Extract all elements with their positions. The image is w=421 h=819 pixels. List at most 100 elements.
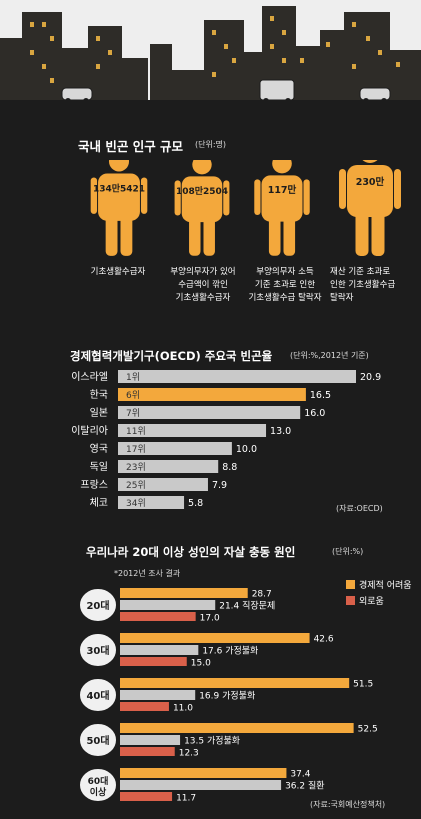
cause-value-label: 42.6 bbox=[314, 635, 334, 645]
cause-bar bbox=[120, 678, 350, 688]
cause-value-label: 17.6 가정불화 bbox=[202, 646, 258, 657]
age-group-2: 42.6 17.6 가정불화 15.0 30대 bbox=[78, 632, 334, 669]
cause-bar bbox=[120, 723, 354, 733]
age-badge bbox=[78, 722, 118, 758]
poverty-population-figures: 134만5421 108만2504 117만 230만 bbox=[90, 160, 401, 256]
cause-value-label: 11.7 bbox=[176, 794, 196, 802]
person-arm-icon bbox=[254, 179, 261, 215]
age-label: 이상 bbox=[90, 786, 107, 798]
age-badge bbox=[78, 767, 118, 801]
oecd-rank-label: 25위 bbox=[126, 480, 146, 491]
person-leg-icon bbox=[268, 215, 281, 256]
age-label: 50대 bbox=[86, 734, 109, 747]
person-head-icon bbox=[272, 160, 292, 174]
person-figure-1: 134만5421 bbox=[90, 160, 148, 256]
oecd-rank-label: 1위 bbox=[126, 372, 140, 383]
person-arm-icon bbox=[339, 169, 346, 209]
age-label: 40대 bbox=[86, 689, 109, 702]
section2-title: 경제협력개발기구(OECD) 주요국 빈곤율 bbox=[70, 349, 273, 363]
cause-value-label: 28.7 bbox=[252, 590, 272, 600]
cause-bar bbox=[120, 702, 169, 711]
oecd-rank-label: 7위 bbox=[126, 408, 140, 419]
section2-source: (자료:OECD) bbox=[336, 504, 383, 513]
person-leg-icon bbox=[355, 211, 369, 256]
person-leg-icon bbox=[120, 214, 133, 256]
person-caption-4: 재산 기준 초과로 인한 기초생활수급 탈락자 bbox=[330, 267, 396, 303]
oecd-poverty-chart: 이스라엘 1위 20.9 한국 6위 16.5 일본 7위 16.0 이탈리아 11위 13.0 영국 1… bbox=[71, 370, 381, 509]
legend-label: 경제적 어려움 bbox=[359, 579, 412, 591]
person-count-label: 108만2504 bbox=[176, 185, 228, 197]
oecd-bar bbox=[118, 424, 267, 437]
oecd-rank-label: 34위 bbox=[126, 498, 146, 509]
oecd-country-label: 영국 bbox=[90, 443, 108, 455]
age-group-1: 28.721.4 직장문제 17.0 20대 bbox=[78, 587, 275, 624]
cause-bar bbox=[120, 735, 181, 745]
cause-value-label: 36.2 질환 bbox=[285, 780, 324, 792]
oecd-bar bbox=[118, 370, 356, 383]
cause-bar bbox=[120, 657, 187, 666]
oecd-value-label: 7.9 bbox=[212, 480, 227, 491]
person-leg-icon bbox=[283, 215, 296, 256]
cause-value-label: 17.0 bbox=[200, 614, 220, 624]
oecd-bar bbox=[118, 406, 301, 419]
person-caption-1: 기초생활수급자 bbox=[90, 267, 146, 277]
age-label: 30대 bbox=[86, 644, 109, 657]
section3-unit: (단위:%) bbox=[332, 547, 364, 556]
cause-value-label: 12.3 bbox=[179, 749, 199, 759]
cause-value-label: 37.4 bbox=[290, 770, 310, 780]
person-leg-icon bbox=[105, 214, 118, 256]
cause-value-label: 52.5 bbox=[358, 725, 378, 735]
person-head-icon bbox=[192, 160, 212, 175]
cause-bar bbox=[120, 633, 310, 643]
age-group-4: 52.5 13.5 가정불화 12.3 50대 bbox=[78, 722, 378, 759]
oecd-bar bbox=[118, 478, 208, 491]
cause-bar bbox=[120, 600, 216, 610]
cause-value-label: 13.5 가정불화 bbox=[184, 736, 240, 747]
oecd-country-label: 한국 bbox=[90, 389, 108, 401]
oecd-value-label: 10.0 bbox=[236, 444, 257, 455]
oecd-country-label: 이스라엘 bbox=[71, 370, 108, 383]
section3-title: 우리나라 20대 이상 성인의 자살 충동 원인 bbox=[86, 545, 296, 559]
cause-bar bbox=[120, 792, 173, 801]
legend-swatch bbox=[346, 596, 355, 605]
oecd-country-label: 이탈리아 bbox=[71, 424, 108, 437]
legend-label: 외로움 bbox=[359, 595, 384, 607]
person-leg-icon bbox=[203, 216, 215, 256]
age-label: 20대 bbox=[86, 599, 109, 612]
person-caption-2: 부양의무자가 있어 수급액이 깎인 기초생활수급자 bbox=[170, 267, 236, 303]
oecd-value-label: 13.0 bbox=[270, 426, 291, 437]
person-body-icon bbox=[347, 165, 393, 217]
suicide-impulse-causes-chart: 28.721.4 직장문제 17.0 20대 42.6 17.6 가정불화 15.0 30대… bbox=[78, 579, 412, 802]
oecd-value-label: 8.8 bbox=[222, 462, 237, 473]
person-body-icon bbox=[181, 176, 223, 223]
cause-bar bbox=[120, 588, 248, 598]
cause-bar bbox=[120, 747, 175, 756]
section1-unit: (단위:명) bbox=[195, 140, 227, 149]
section2-unit: (단위:%,2012년 기준) bbox=[290, 351, 369, 360]
age-label: 60대 bbox=[88, 775, 109, 787]
section3-note: *2012년 조사 결과 bbox=[114, 569, 181, 578]
oecd-value-label: 20.9 bbox=[360, 372, 381, 383]
city-skyline-illustration bbox=[0, 0, 421, 120]
oecd-country-label: 프랑스 bbox=[80, 479, 108, 491]
oecd-bar bbox=[118, 496, 185, 509]
oecd-country-label: 독일 bbox=[90, 461, 108, 473]
oecd-rank-label: 6위 bbox=[126, 390, 140, 401]
person-body-icon bbox=[98, 173, 140, 221]
cause-bar bbox=[120, 768, 287, 778]
person-arm-icon bbox=[394, 169, 401, 209]
person-figure-3: 117만 bbox=[254, 160, 310, 256]
person-count-label: 117만 bbox=[268, 184, 297, 196]
cause-value-label: 16.9 가정불화 bbox=[199, 691, 255, 702]
person-figure-4: 230만 bbox=[339, 160, 401, 256]
person-caption-3: 부양의무자 소득 기준 초과로 인한 기초생활수급 탈락자 bbox=[248, 267, 322, 303]
cause-bar bbox=[120, 780, 282, 790]
oecd-value-label: 5.8 bbox=[188, 498, 203, 509]
person-arm-icon bbox=[223, 180, 230, 216]
age-badge bbox=[78, 587, 118, 623]
oecd-value-label: 16.0 bbox=[304, 408, 325, 419]
cause-bar bbox=[120, 612, 196, 621]
person-arm-icon bbox=[303, 179, 310, 215]
